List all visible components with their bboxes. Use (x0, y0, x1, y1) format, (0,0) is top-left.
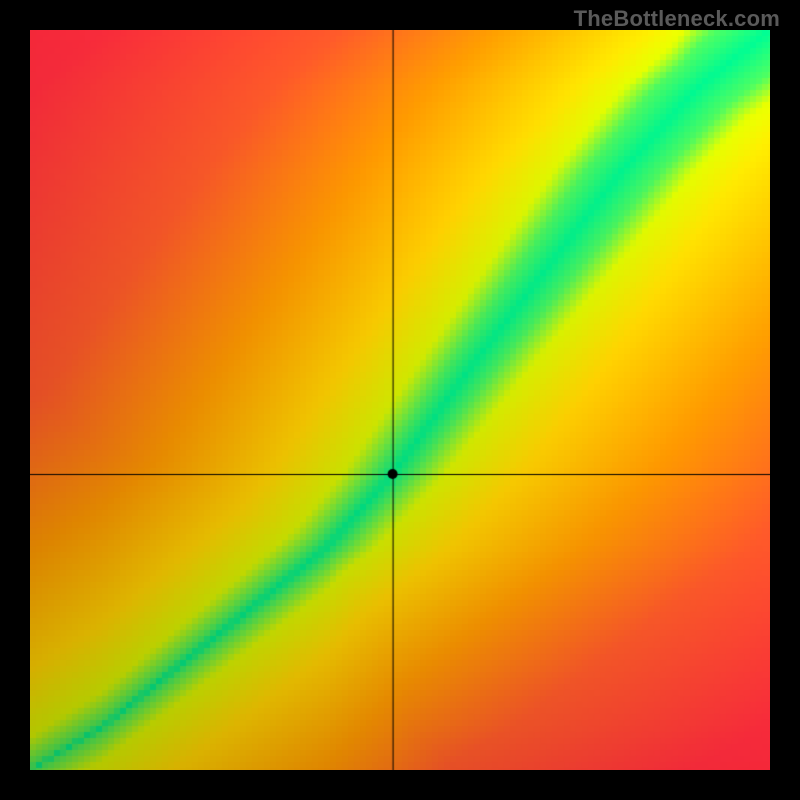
chart-container: TheBottleneck.com (0, 0, 800, 800)
heatmap-plot (30, 30, 770, 770)
watermark-text: TheBottleneck.com (574, 6, 780, 32)
heatmap-canvas (30, 30, 770, 770)
